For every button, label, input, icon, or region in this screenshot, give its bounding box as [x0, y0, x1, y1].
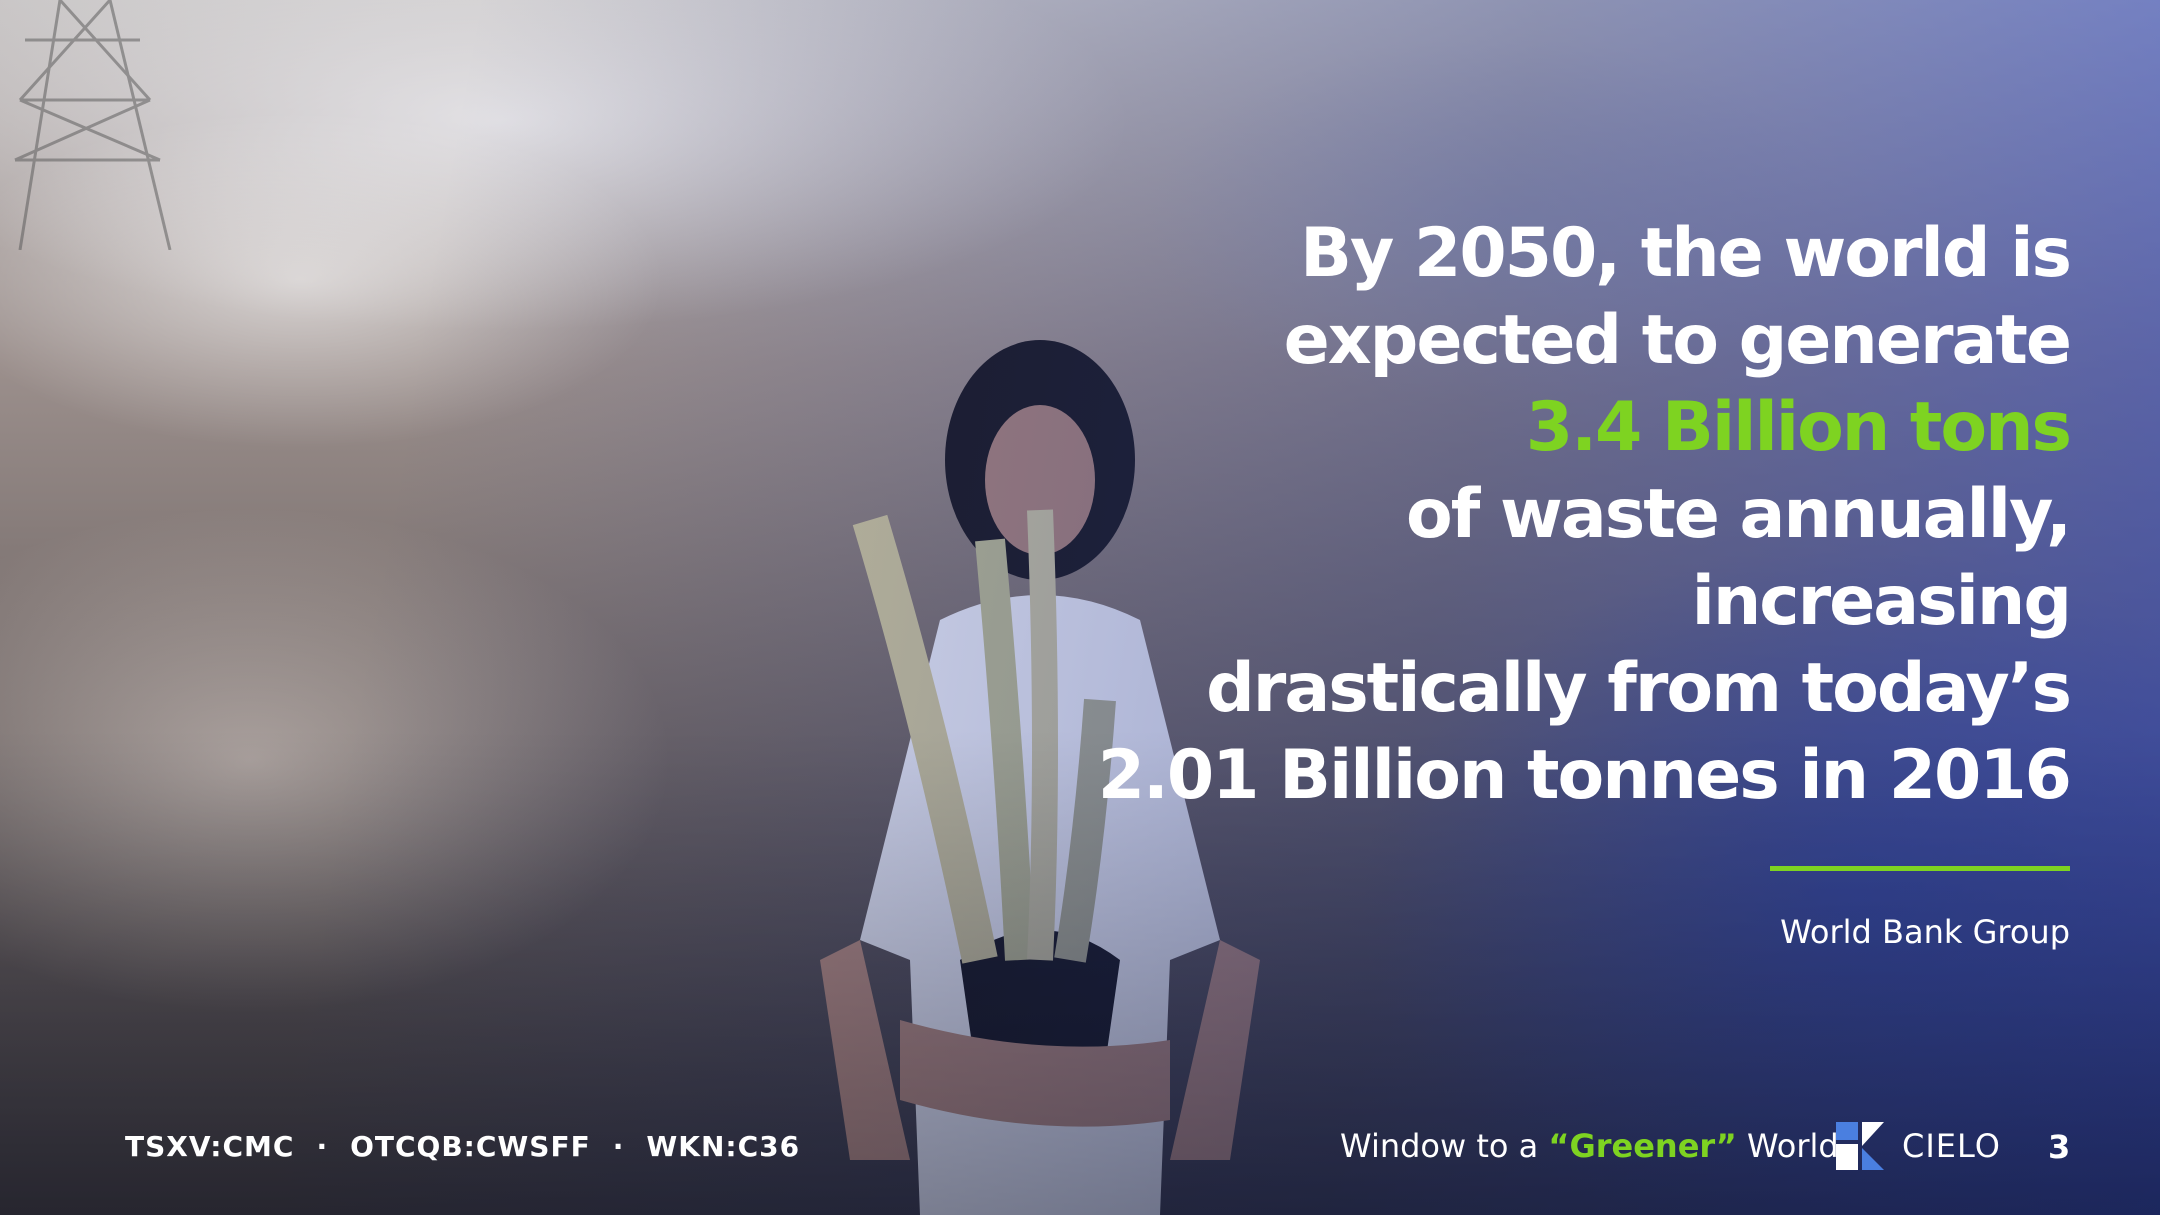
source-citation: World Bank Group [1780, 913, 2070, 951]
tagline-prefix: Window to a [1340, 1127, 1549, 1165]
ticker-wkn: WKN:C36 [646, 1130, 801, 1163]
ticker-otcqb: OTCQB:CWSFF [350, 1130, 591, 1163]
cielo-logo: CIELO [1832, 1118, 2001, 1174]
tagline-highlight: “Greener” [1548, 1127, 1737, 1165]
headline-line: By 2050, the world is [1300, 214, 2072, 293]
headline-line: of waste annually, [1406, 475, 2072, 554]
headline-line: expected to generate [1283, 301, 2072, 380]
tagline-suffix: World [1736, 1127, 1839, 1165]
ticker-tsxv: TSXV:CMC [125, 1130, 295, 1163]
headline-line: drastically from today’s [1206, 649, 2072, 728]
headline-highlight: 3.4 Billion tons [1525, 388, 2072, 467]
headline-line: 2.01 Billion tonnes in 2016 [1097, 736, 2072, 815]
ticker-separator: · [612, 1130, 625, 1163]
cielo-logo-icon [1836, 1122, 1884, 1170]
headline-line: increasing [1691, 562, 2072, 641]
stock-tickers: TSXV:CMC · OTCQB:CWSFF · WKN:C36 [125, 1130, 800, 1163]
headline: By 2050, the world is expected to genera… [1070, 210, 2072, 819]
ticker-separator: · [316, 1130, 329, 1163]
tagline: Window to a “Greener” World [1340, 1127, 1839, 1165]
brand-name: CIELO [1902, 1127, 2001, 1165]
accent-divider [1770, 866, 2070, 871]
page-number: 3 [2048, 1128, 2071, 1166]
